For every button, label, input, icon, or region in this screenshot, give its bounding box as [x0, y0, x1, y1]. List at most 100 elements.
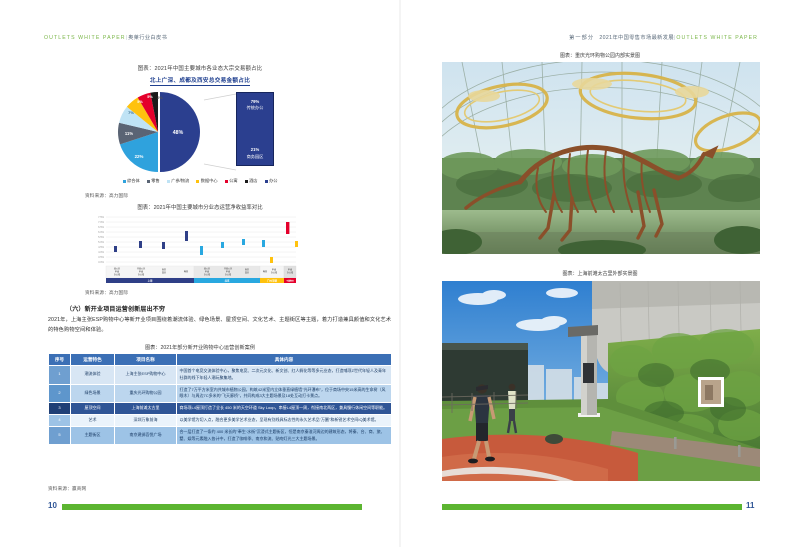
bar-y-axis-labels: 7.5% 7.0% 6.5% 6.0% 5.5% 5.0% 4.5% 4.0% …: [98, 215, 105, 264]
svg-text:商务: 商务: [162, 268, 166, 272]
cell-name: 南京建邺吾悦广场: [114, 425, 177, 446]
svg-text:零售: 零售: [184, 270, 188, 274]
photo-2-svg: [442, 281, 760, 481]
bar-gridlines: [106, 216, 296, 263]
th-index: 序号: [48, 353, 71, 366]
callout-bottom-label: 商务园区: [246, 153, 264, 159]
cell-desc: 打造了7万平方米室内共城市植物公园，构筑42米室内立体垂直绿植墙"光环瀑布"，位…: [176, 383, 392, 404]
table-row: 5 主题街区 南京建邺吾悦广场 合一层打造了一条约 400 米长的"奉生·水街"…: [48, 425, 392, 446]
photo-greenhouse-dinosaur: [442, 62, 760, 254]
th-feature: 运营特色: [70, 353, 115, 366]
svg-text:核心区: 核心区: [114, 267, 120, 271]
bar-group-band: 上海 北京 广州/深圳 中国整体: [106, 278, 296, 283]
pie-chart-caption: 图表：2021年中国主要城市各业态大宗交易额占比: [137, 66, 263, 72]
legend-item-hotel: 酒店: [244, 178, 258, 184]
table-header-row: 序号 运营特色 项目名称 具体内容: [48, 353, 392, 366]
pie-chart-svg: 48% 22% 11% 7% 5% 5% 2%: [118, 91, 237, 172]
svg-text:办公楼: 办公楼: [271, 271, 277, 275]
pie-slices: 48% 22% 11% 7% 5% 5% 2%: [118, 91, 200, 172]
svg-text:核心区: 核心区: [204, 267, 210, 271]
pie-label-hotel: 2%: [157, 96, 163, 100]
callout-leader-bottom: [203, 163, 237, 171]
running-header-right: 第一部分 2021年中国零售市场最新发展|OUTLETS WHITE PAPER: [569, 34, 758, 41]
svg-text:非核心区: 非核心区: [137, 267, 145, 271]
person-walking: [506, 383, 518, 434]
cell-name: 重庆光环购物公园: [114, 383, 177, 404]
pie-chart: 48% 22% 11% 7% 5% 5% 2% 79% 传统办公 21% 商务园…: [96, 84, 311, 180]
svg-text:7.0%: 7.0%: [98, 220, 105, 224]
innovation-cases-table: 序号 运营特色 项目名称 具体内容 1 潮流体验 上海主张ESP购物中心 中国首…: [48, 353, 392, 446]
page-number-left: 10: [48, 501, 57, 510]
legend-item-retail: 零售: [146, 178, 160, 184]
pie-label-datacenter: 5%: [137, 100, 143, 104]
kiosk-totem: [568, 325, 600, 417]
legend-item-logistics: 广参/物流: [166, 178, 189, 184]
cell-desc: 以美学馆为切入点，融合更多美学艺术业态，呈现有别线具标志性的永久艺术品"万圜"和…: [176, 413, 392, 427]
pie-chart-legend: 综合体 零售 广参/物流 数据中心 公寓 酒店 办公: [0, 178, 400, 184]
page-gutter: [399, 0, 401, 547]
page-number-right: 11: [746, 501, 755, 510]
pie-slice-datacenter: [126, 97, 158, 132]
table-caption: 图表：2021年部分新开业购物中心运营创新案例: [144, 345, 256, 351]
footer-bar-left: [62, 504, 362, 510]
bar-chart-svg: 7.5% 7.0% 6.5% 6.0% 5.5% 5.0% 4.5% 4.0% …: [98, 215, 318, 283]
bar-group-label-china: 中国整体: [286, 279, 294, 283]
pie-slice-office: [160, 92, 200, 172]
cell-feature: 屋顶空间: [70, 402, 115, 415]
pie-slice-apartment: [137, 92, 158, 132]
svg-text:办公楼: 办公楼: [138, 273, 144, 277]
legend-item-complex: 综合体: [122, 178, 140, 184]
pie-label-retail: 11%: [125, 131, 133, 136]
svg-text:园区: 园区: [162, 271, 166, 275]
legend-swatch-datacenter: [196, 179, 200, 183]
table-row: 2 绿色场景 重庆光环购物公园 打造了7万平方米室内共城市植物公园，构筑42米室…: [48, 383, 392, 404]
pie-slice-retail: [118, 122, 158, 145]
runhead-part: 第一部分: [569, 35, 595, 41]
legend-item-apartment: 公寓: [224, 178, 238, 184]
person-runner: [468, 384, 496, 464]
bar-group-china-overall: [286, 222, 290, 234]
pie-source-note: 资料来源：高力国际: [85, 193, 129, 198]
left-page: OUTLETS WHITE PAPER|奥莱行业白皮书 图表：2021年中国主要…: [0, 34, 400, 510]
svg-text:3.5%: 3.5%: [98, 255, 105, 259]
svg-text:办公楼: 办公楼: [114, 273, 120, 277]
svg-text:5.5%: 5.5%: [98, 235, 105, 239]
pie-label-apartment: 5%: [147, 95, 153, 99]
pie-callout-box: 79% 传统办公 21% 商务园区: [236, 92, 274, 166]
runhead-topic: 2021年中国零售市场最新发展: [599, 35, 674, 41]
cell-index: 1: [48, 365, 71, 385]
cell-index: 3: [48, 402, 71, 415]
callout-bottom-group: 21% 商务园区: [237, 147, 273, 160]
running-header-left: OUTLETS WHITE PAPER|奥莱行业白皮书: [44, 34, 167, 41]
cell-name: 上海主张ESP购物中心: [114, 365, 177, 385]
legend-label-datacenter: 数据中心: [200, 178, 218, 183]
photo-caption-1: 图表：重庆光环购物公园内部实景图: [559, 53, 640, 59]
legend-label-office: 办公: [269, 178, 278, 183]
svg-text:甲级: 甲级: [288, 268, 292, 272]
svg-text:6.5%: 6.5%: [98, 225, 105, 229]
pie-slice-logistics: [119, 106, 158, 132]
cell-desc: 合一层打造了一条约 400 米长的"奉生·水街"沉浸式主题街区，恒是南京秦淮河周…: [176, 425, 392, 446]
svg-text:甲级: 甲级: [115, 270, 119, 274]
legend-swatch-complex: [122, 179, 126, 183]
pie-slice-complex: [120, 132, 158, 172]
svg-text:7.5%: 7.5%: [98, 215, 105, 219]
section-paragraph: 2021年，上海主张ESP购物中心等新开业项目围绕着潮流体验、绿色场景、屋顶空间…: [48, 317, 392, 333]
pie-label-logistics: 7%: [128, 110, 134, 115]
svg-text:甲级: 甲级: [205, 270, 209, 274]
bar-group-label-shanghai: 上海: [148, 279, 153, 283]
th-name: 项目名称: [114, 353, 177, 366]
table-source-note: 资料来源：赢商网: [48, 486, 87, 491]
legend-swatch-hotel: [244, 179, 248, 183]
cell-feature: 绿色场景: [70, 383, 115, 404]
legend-item-datacenter: 数据中心: [196, 178, 218, 184]
pie-label-complex: 22%: [135, 154, 144, 159]
photo-caption-2: 图表：上海前滩太古里外部实景图: [562, 271, 638, 277]
pie-label-office: 48%: [173, 130, 184, 136]
runhead-brand-right: OUTLETS WHITE PAPER: [676, 35, 758, 41]
bar-group-label-gz-sz: 广州/深圳: [267, 279, 278, 283]
cell-feature: 主题街区: [70, 425, 115, 446]
section-heading: （六）新开业项目运营创新层出不穷: [66, 307, 166, 313]
